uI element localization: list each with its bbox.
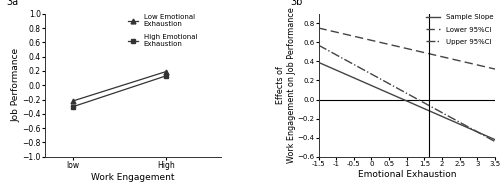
Upper 95%CI — [492, 140, 498, 143]
Sample Slope — [476, 131, 482, 133]
Legend: Low Emotional
Exhaustion, High Emotional
Exhaustion: Low Emotional Exhaustion, High Emotional… — [128, 14, 198, 47]
Lower 95%CI — [476, 64, 482, 66]
High Emotional
Exhaustion — [70, 105, 76, 108]
Lower 95%CI — [420, 51, 426, 54]
Lower 95%CI — [316, 27, 322, 29]
Sample Slope — [492, 138, 498, 141]
Sample Slope — [316, 62, 322, 64]
Line: Low Emotional
Exhaustion: Low Emotional Exhaustion — [70, 69, 168, 103]
Lower 95%CI — [464, 61, 470, 64]
Upper 95%CI — [316, 44, 322, 46]
X-axis label: Work Engagement: Work Engagement — [92, 173, 175, 182]
Line: Sample Slope: Sample Slope — [318, 62, 495, 140]
Low Emotional
Exhaustion — [162, 71, 168, 73]
Text: 3b: 3b — [290, 0, 302, 7]
Sample Slope — [464, 126, 470, 129]
Y-axis label: Job Performance: Job Performance — [12, 48, 21, 122]
Upper 95%CI — [420, 101, 426, 104]
Text: 3a: 3a — [6, 0, 18, 7]
Y-axis label: Effects of
Work Engagement on Job Performance: Effects of Work Engagement on Job Perfor… — [276, 7, 296, 163]
Sample Slope — [424, 108, 430, 111]
Lower 95%CI — [424, 52, 430, 54]
Line: Upper 95%CI: Upper 95%CI — [318, 45, 495, 142]
Sample Slope — [420, 107, 426, 109]
High Emotional
Exhaustion — [162, 75, 168, 77]
Upper 95%CI — [420, 101, 426, 103]
Upper 95%CI — [424, 103, 430, 105]
Upper 95%CI — [464, 125, 470, 128]
Upper 95%CI — [316, 44, 322, 47]
Lower 95%CI — [420, 51, 426, 54]
X-axis label: Emotional Exhaustion: Emotional Exhaustion — [358, 170, 456, 179]
Low Emotional
Exhaustion — [70, 100, 76, 102]
Sample Slope — [316, 61, 322, 64]
Lower 95%CI — [316, 27, 322, 29]
Line: High Emotional
Exhaustion: High Emotional Exhaustion — [70, 74, 168, 109]
Upper 95%CI — [476, 131, 482, 134]
Lower 95%CI — [492, 68, 498, 70]
Legend: Sample Slope, Lower 95%CI, Upper 95%CI: Sample Slope, Lower 95%CI, Upper 95%CI — [426, 14, 494, 45]
Line: Lower 95%CI: Lower 95%CI — [318, 28, 495, 69]
Sample Slope — [420, 107, 426, 110]
